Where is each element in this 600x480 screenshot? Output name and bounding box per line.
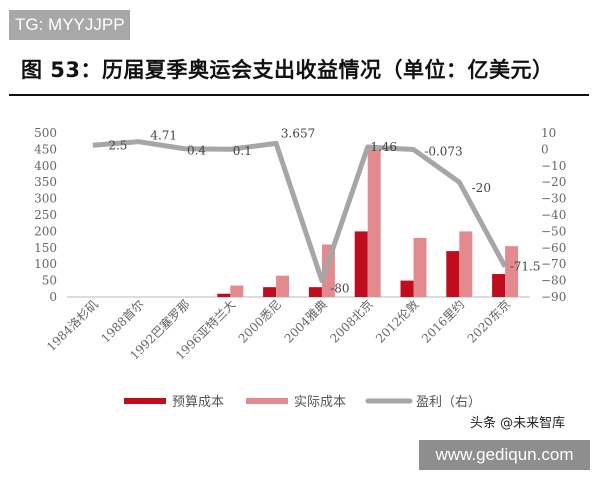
left-tick-label: 0 <box>49 290 57 304</box>
profit-data-label: 0.4 <box>187 144 206 158</box>
source-watermark: 头条 @未来智库 <box>470 416 566 431</box>
legend-actual-swatch <box>246 398 288 404</box>
left-tick-label: 50 <box>42 274 57 288</box>
left-tick-label: 150 <box>34 241 57 255</box>
right-tick-label: −50 <box>541 224 566 238</box>
x-tick-label: 2016里约 <box>418 297 467 346</box>
actual-bar <box>459 231 473 297</box>
x-axis-labels: 1984洛杉矶1988首尔1992巴塞罗那1996亚特兰大2000悉尼2004雅… <box>43 297 513 363</box>
budget-bar <box>400 280 414 297</box>
profit-data-label: -0.073 <box>424 145 462 159</box>
right-tick-label: −70 <box>541 257 566 271</box>
watermark-tg: TG: MYYJJPP <box>9 10 130 40</box>
right-tick-label: −30 <box>541 192 566 206</box>
left-tick-label: 400 <box>34 159 57 173</box>
actual-bar <box>413 237 427 297</box>
data-labels: 2.5 4.71 0.4 0.1 3.657 -80 1.46 -0.073 -20 -71.5 <box>108 126 540 295</box>
left-tick-label: 250 <box>34 208 57 222</box>
right-tick-label: −10 <box>541 159 566 173</box>
right-tick-label: 0 <box>541 142 549 156</box>
x-tick-label: 2008北京 <box>327 297 375 345</box>
budget-bar <box>492 274 506 297</box>
x-tick-label: 2020东京 <box>465 297 513 345</box>
actual-bar <box>230 285 244 297</box>
budget-bar <box>354 231 368 297</box>
chart-title: 图 53：历届夏季奥运会支出收益情况（单位：亿美元） <box>21 58 554 82</box>
profit-line <box>92 139 508 284</box>
title-divider <box>9 94 589 96</box>
budget-bar <box>308 287 322 297</box>
x-tick-label: 2012伦敦 <box>372 297 421 346</box>
actual-bar <box>505 246 519 297</box>
actual-bar <box>367 149 381 297</box>
bar-series <box>217 149 519 297</box>
actual-bar <box>276 275 290 297</box>
right-tick-label: −20 <box>541 175 566 189</box>
profit-data-label: -80 <box>330 282 349 296</box>
right-tick-label: −40 <box>541 208 566 222</box>
profit-data-label: 4.71 <box>150 129 177 143</box>
legend-budget-swatch <box>124 398 166 404</box>
profit-data-label: -71.5 <box>510 260 541 274</box>
x-tick-label: 2000悉尼 <box>236 297 284 345</box>
left-tick-label: 450 <box>34 142 57 156</box>
profit-data-label: 0.1 <box>233 144 252 158</box>
profit-data-label: 3.657 <box>281 126 315 140</box>
legend-budget-label: 预算成本 <box>172 395 224 410</box>
left-tick-label: 300 <box>34 192 57 206</box>
x-tick-label: 1984洛杉矶 <box>43 297 101 355</box>
right-tick-label: −90 <box>541 290 566 304</box>
legend-actual-label: 实际成本 <box>294 395 346 410</box>
right-tick-label: −60 <box>541 241 566 255</box>
x-tick-label: 2004雅典 <box>281 297 330 346</box>
profit-data-label: -20 <box>472 181 491 195</box>
budget-bar <box>217 293 231 297</box>
legend: 预算成本 实际成本 盈利（右） <box>124 395 481 410</box>
legend-profit-label: 盈利（右） <box>416 395 481 410</box>
x-tick-label: 1988首尔 <box>98 297 147 346</box>
budget-bar <box>263 287 277 297</box>
right-tick-label: 10 <box>541 126 556 140</box>
profit-line-series <box>92 139 508 284</box>
profit-data-label: 1.46 <box>370 140 397 154</box>
budget-bar <box>446 251 460 297</box>
watermark-url: www.gediqun.com <box>419 440 590 470</box>
right-axis: 10 0 −10 −20 −30 −40 −50 −60 −70 −80 −90 <box>541 126 566 304</box>
left-tick-label: 350 <box>34 175 57 189</box>
left-tick-label: 500 <box>34 126 57 140</box>
left-tick-label: 100 <box>34 257 57 271</box>
profit-data-label: 2.5 <box>108 138 127 152</box>
left-tick-label: 200 <box>34 224 57 238</box>
right-tick-label: −80 <box>541 274 566 288</box>
